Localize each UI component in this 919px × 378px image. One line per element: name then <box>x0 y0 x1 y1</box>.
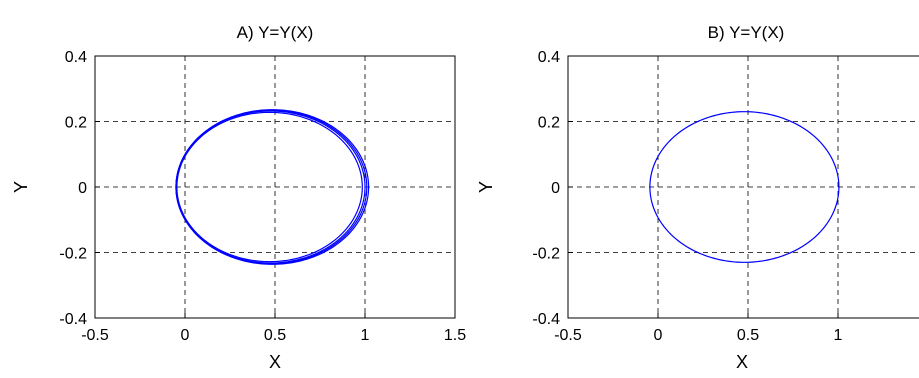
x-tick-label: 1 <box>834 327 843 344</box>
x-tick-label: -0.5 <box>554 327 582 344</box>
panel-a-ticks: -0.5 0 0.5 1 1.5 -0.4 -0.2 0 0.2 0.4 <box>59 49 466 344</box>
x-tick-label: 0 <box>181 327 190 344</box>
panel-b-y-axis-label: Y <box>476 181 496 193</box>
y-tick-label: 0.4 <box>65 49 87 66</box>
panel-b-series <box>649 111 840 263</box>
x-tick-label: 0.5 <box>737 327 759 344</box>
y-tick-label: 0.4 <box>538 49 560 66</box>
panel-a-x-axis-label: X <box>269 352 281 372</box>
y-tick-label: 0.2 <box>538 115 560 132</box>
panel-b-x-axis-label: X <box>736 352 748 372</box>
x-tick-label: 0 <box>654 327 663 344</box>
trajectory-loop-1 <box>649 111 840 263</box>
panel-b: -0.5 0 0.5 1 -0.4 -0.2 0 0.2 0.4 B) Y=Y(X) X Y <box>476 23 919 372</box>
panel-a-y-axis-label: Y <box>11 181 31 193</box>
y-tick-label: -0.2 <box>532 246 560 263</box>
x-tick-label: -0.5 <box>81 327 109 344</box>
y-tick-label: 0.2 <box>65 115 87 132</box>
x-tick-label: 1.5 <box>444 327 466 344</box>
trajectory-loop-4 <box>175 109 370 265</box>
trajectory-loop-1 <box>176 111 363 263</box>
y-tick-label: 0 <box>551 180 560 197</box>
x-tick-label: 1 <box>361 327 370 344</box>
panel-b-title: B) Y=Y(X) <box>708 23 785 42</box>
y-tick-label: -0.2 <box>59 246 87 263</box>
y-tick-label: -0.4 <box>59 311 87 328</box>
x-tick-label: 0.5 <box>264 327 286 344</box>
y-tick-label: 0 <box>78 180 87 197</box>
panel-b-ticks: -0.5 0 0.5 1 -0.4 -0.2 0 0.2 0.4 <box>532 49 842 344</box>
panel-a: -0.5 0 0.5 1 1.5-0.4-0.200.20.4 A) Y=Y(X) X … <box>11 23 466 372</box>
panel-a-series <box>175 109 370 265</box>
panel-a-title: A) Y=Y(X) <box>237 23 314 42</box>
panel-b-grid <box>568 56 919 318</box>
y-tick-label: -0.4 <box>532 311 560 328</box>
